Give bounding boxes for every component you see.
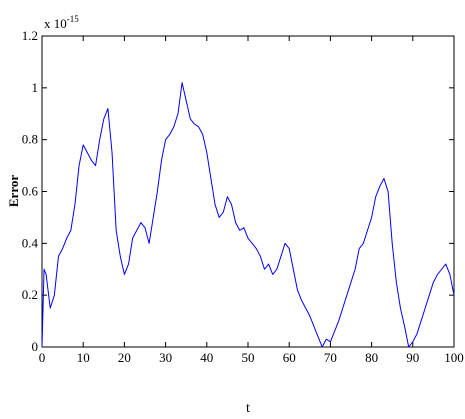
x-tick-label: 60: [283, 350, 296, 365]
x-tick-label: 100: [444, 350, 464, 365]
y-axis-title: Error: [6, 175, 21, 207]
y-tick-label: 0.4: [22, 235, 39, 250]
x-axis-title: t: [246, 401, 250, 416]
y-tick-label: 1.2: [22, 28, 38, 43]
y-tick-label: 1: [32, 80, 39, 95]
x-tick-label: 80: [365, 350, 378, 365]
y-exponent-label: x 10-15: [44, 14, 79, 31]
error-series-line: [41, 82, 455, 348]
plot-frame: [41, 35, 455, 348]
x-tick-label: 50: [242, 350, 255, 365]
y-tick-label: 0: [32, 339, 39, 354]
y-tick-label: 0.6: [22, 184, 39, 199]
x-tick-label: 20: [118, 350, 131, 365]
x-tick-label: 90: [406, 350, 419, 365]
x-tick-label: 40: [200, 350, 213, 365]
x-tick-label: 70: [324, 350, 337, 365]
x-axis-ticks: 0 10 20 30 40 50 60 70 80 90 100: [39, 36, 464, 365]
y-tick-label: 0.2: [22, 287, 38, 302]
x-tick-label: 30: [159, 350, 172, 365]
x-tick-label: 10: [77, 350, 90, 365]
y-axis-ticks: 0 0.2 0.4 0.6 0.8 1 1.2: [22, 28, 454, 354]
y-tick-label: 0.8: [22, 132, 38, 147]
x-tick-label: 0: [39, 350, 46, 365]
series-layer: [41, 82, 455, 348]
